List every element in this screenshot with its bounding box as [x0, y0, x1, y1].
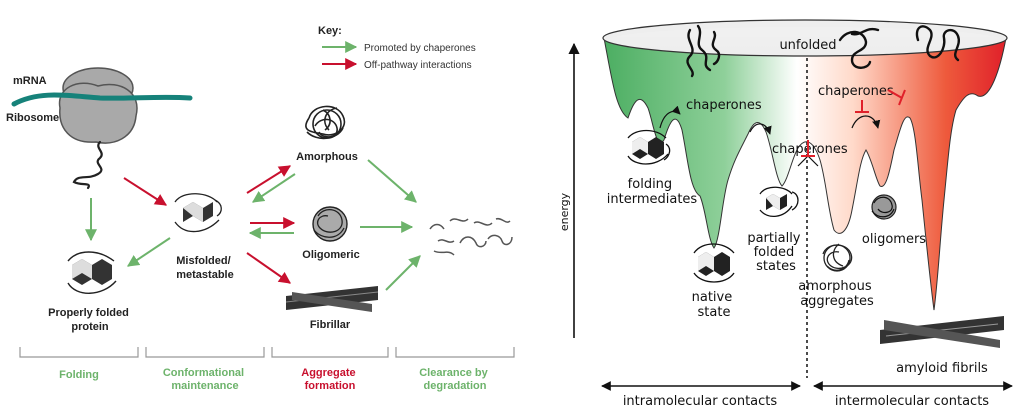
bracket-clearance	[395, 347, 515, 358]
arrow-misfold	[123, 177, 168, 206]
chaperones-label-1: chaperones	[686, 98, 762, 113]
native-state-icon	[693, 243, 735, 283]
energy-funnel	[603, 37, 1007, 311]
stage-folding-label: Folding	[59, 369, 99, 381]
oligomeric-label: Oligomeric	[302, 249, 359, 261]
amorphous-aggregates-label: amorphous aggregates	[798, 279, 876, 309]
right-panel: energy unfolded chaperones chaperones ch…	[558, 19, 1013, 409]
folding-intermediate-icon	[627, 129, 671, 165]
fibrillar-aggregate: Fibrillar	[285, 286, 379, 331]
left-panel: Key: Promoted by chaperones Off-pathway …	[6, 25, 515, 392]
arrow-clear-amorphous	[367, 159, 417, 203]
native-state: native state	[692, 243, 737, 320]
chaperone-arrow-2	[749, 123, 772, 135]
chaperone-arrow-4	[851, 115, 881, 129]
properly-folded-label: Properly folded protein	[48, 307, 132, 333]
amyloid-fibril-icon	[880, 316, 1004, 348]
inhibition-bar-3	[898, 89, 906, 106]
stage-maintenance-label: Conformational maintenance	[163, 367, 247, 392]
stage-aggregate-label: Aggregate formation	[301, 367, 358, 392]
oligomers-icon	[871, 194, 897, 220]
arrow-clear-fibrillar	[385, 255, 421, 291]
misfolded-label: Misfolded/ metastable	[176, 255, 233, 281]
stage-clearance-label: Clearance by degradation	[419, 367, 491, 392]
oligomeric-aggregate: Oligomeric	[302, 206, 360, 261]
mrna-label: mRNA	[13, 75, 47, 87]
unfolded-label: unfolded	[779, 38, 836, 53]
misfolded-protein-icon	[174, 193, 222, 233]
properly-folded-protein: Properly folded protein	[48, 251, 132, 333]
energy-label: energy	[558, 192, 571, 231]
amorphous-aggregate-icon	[305, 105, 346, 140]
native-state-label: native state	[692, 290, 737, 320]
amorphous-aggregates-icon	[822, 243, 853, 272]
ribosome-group: mRNA Ribosome	[6, 67, 193, 190]
amorphous-label: Amorphous	[296, 151, 358, 163]
chaperone-arrow-3	[797, 155, 819, 167]
ribosome-large-subunit	[58, 82, 138, 144]
key-title: Key:	[318, 25, 342, 37]
unfolded-chains-icon	[686, 24, 961, 78]
bracket-maintenance	[145, 347, 265, 358]
amorphous-aggregates: amorphous aggregates	[798, 243, 876, 309]
nascent-chain-icon	[72, 140, 103, 190]
folding-intermediates: folding intermediates	[607, 129, 698, 207]
oligomers-label: oligomers	[862, 232, 926, 247]
arrow-from-amorphous	[252, 173, 296, 203]
stage-brackets	[19, 347, 515, 358]
funnel-rim-inner	[609, 27, 1001, 53]
fibrillar-label: Fibrillar	[310, 319, 351, 331]
pathway-arrows	[85, 159, 421, 291]
bracket-aggregate	[271, 347, 389, 358]
partially-folded-states: partially folded states	[747, 186, 804, 274]
chaperones-label-3: chaperones	[818, 84, 894, 99]
intramolecular-label: intramolecular contacts	[623, 394, 778, 409]
oligomeric-aggregate-icon	[312, 206, 348, 242]
inhibition-bar-3-stem	[887, 89, 903, 99]
arrow-refold	[127, 237, 171, 267]
fibril-icon	[285, 286, 379, 312]
key-item-red: Off-pathway interactions	[364, 60, 472, 71]
chaperones-label-2: chaperones	[772, 142, 848, 157]
mrna-strand	[11, 92, 193, 107]
amyloid-fibrils: amyloid fibrils	[880, 316, 1004, 376]
chaperone-annotations: chaperones chaperones chaperones	[659, 84, 906, 167]
misfolded-protein: Misfolded/ metastable	[174, 193, 234, 281]
partially-folded-icon	[759, 186, 799, 217]
amorphous-aggregate: Amorphous	[296, 105, 358, 163]
key-item-green: Promoted by chaperones	[364, 43, 476, 54]
ribosome-label: Ribosome	[6, 112, 59, 124]
chaperone-arrow-1	[659, 105, 681, 129]
amyloid-fibrils-label: amyloid fibrils	[896, 361, 988, 376]
key-legend: Key: Promoted by chaperones Off-pathway …	[318, 25, 476, 71]
intermolecular-label: intermolecular contacts	[835, 394, 989, 409]
arrow-to-fibrillar	[246, 252, 291, 284]
folded-protein-icon	[67, 251, 117, 294]
oligomers: oligomers	[862, 194, 926, 247]
bracket-folding	[19, 347, 139, 358]
partially-folded-label: partially folded states	[747, 231, 804, 274]
folding-intermediates-label: folding intermediates	[607, 177, 698, 207]
arrow-to-amorphous	[246, 165, 292, 194]
degraded-fragments-icon	[429, 217, 513, 256]
